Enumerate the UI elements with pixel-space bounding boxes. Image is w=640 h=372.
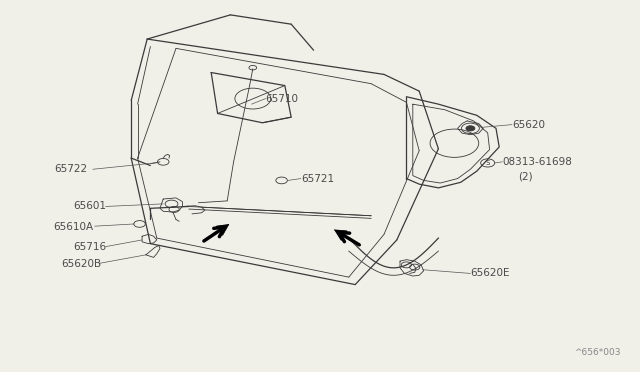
Text: ^656*003: ^656*003: [574, 348, 621, 357]
Text: 65721: 65721: [301, 174, 334, 183]
Text: 65620E: 65620E: [470, 269, 510, 278]
Text: 65620B: 65620B: [61, 259, 101, 269]
Circle shape: [466, 126, 475, 131]
Text: 65601: 65601: [74, 202, 107, 211]
Text: S: S: [486, 160, 490, 166]
Text: 65710: 65710: [266, 94, 299, 103]
Text: 65722: 65722: [54, 164, 88, 174]
Text: 65620: 65620: [512, 120, 545, 129]
Text: (2): (2): [518, 172, 533, 182]
Text: 65716: 65716: [74, 243, 107, 252]
Text: 08313-61698: 08313-61698: [502, 157, 572, 167]
Text: 65610A: 65610A: [53, 222, 93, 232]
